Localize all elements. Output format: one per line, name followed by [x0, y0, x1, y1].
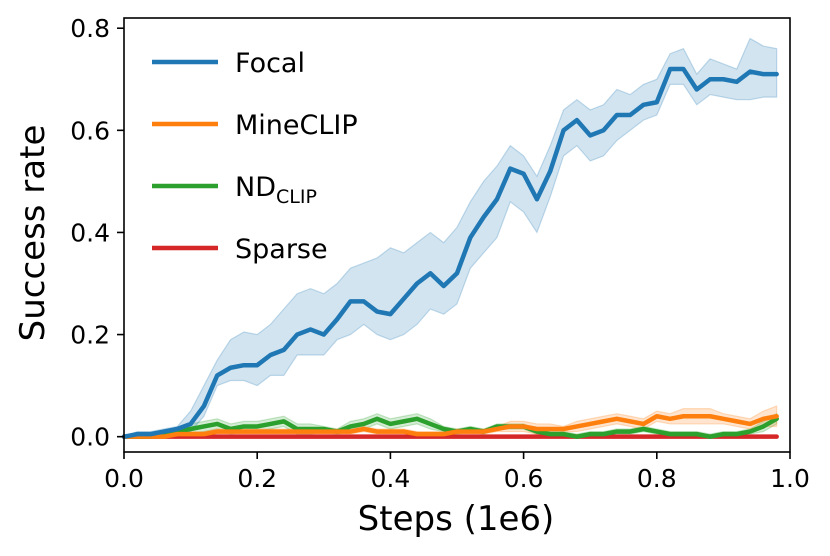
y-tick-label: 0.8: [70, 14, 110, 43]
legend-label-text: ND: [235, 172, 276, 203]
line-nd: [121, 416, 779, 439]
y-tick-label: 0.4: [70, 218, 110, 247]
y-tick-label: 0.2: [70, 321, 110, 350]
x-axis-ticks: 0.0 0.2 0.4 0.6 0.8 1.0: [104, 452, 810, 493]
y-axis-ticks: 0.0 0.2 0.4 0.6 0.8: [70, 14, 124, 452]
x-tick-label: 0.0: [104, 464, 144, 493]
line-focal: [121, 66, 779, 439]
legend-label-focal: Focal: [235, 48, 305, 79]
x-tick-label: 0.8: [637, 464, 677, 493]
legend: Focal MineCLIP NDCLIP Sparse: [152, 48, 358, 265]
legend-label-text: MineCLIP: [235, 110, 358, 141]
legend-label-text: Focal: [235, 48, 305, 79]
y-tick-label: 0.6: [70, 116, 110, 145]
x-axis-label: Steps (1e6): [358, 499, 555, 539]
x-tick-label: 0.4: [371, 464, 411, 493]
x-tick-label: 0.6: [504, 464, 544, 493]
plot-frame: [123, 17, 791, 453]
series-lines: [121, 66, 779, 439]
legend-label-text: Sparse: [235, 234, 328, 265]
y-tick-label: 0.0: [70, 423, 110, 452]
legend-label-nd: NDCLIP: [235, 172, 317, 208]
y-axis-label: Success rate: [13, 125, 53, 342]
legend-label-subscript: CLIP: [276, 186, 317, 208]
x-tick-label: 1.0: [770, 464, 810, 493]
axes: [123, 17, 791, 453]
x-tick-label: 0.2: [237, 464, 277, 493]
line-mineclip: [121, 414, 779, 439]
confidence-bands: [123, 37, 778, 438]
legend-label-mineclip: MineCLIP: [235, 110, 358, 141]
legend-label-sparse: Sparse: [235, 234, 328, 265]
band-focal: [123, 37, 778, 438]
